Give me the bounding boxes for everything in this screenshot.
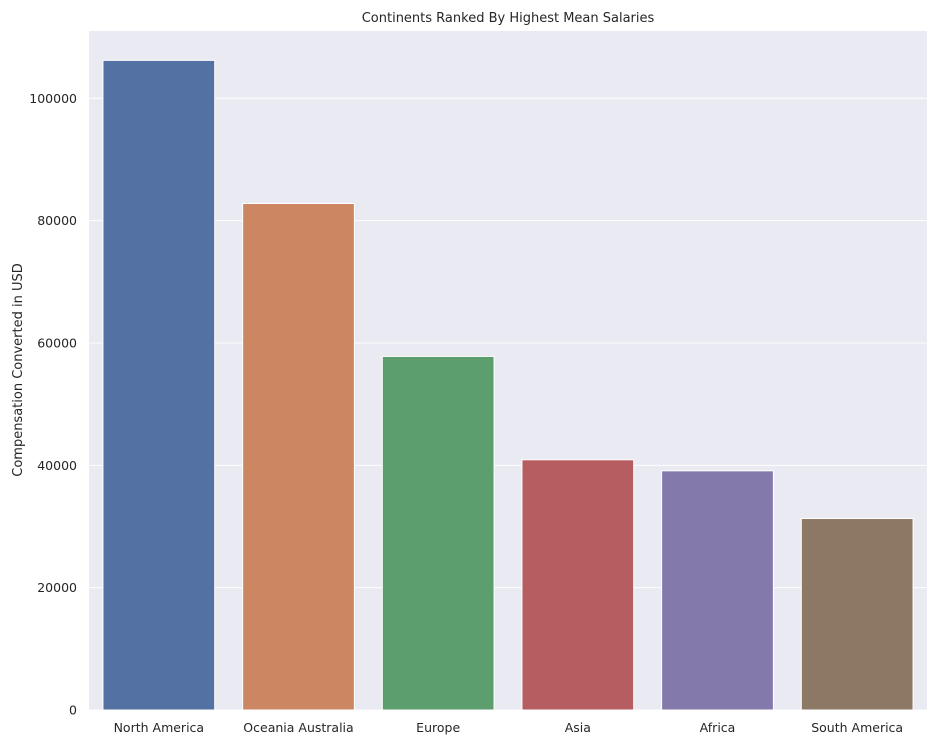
bar-europe (381, 355, 495, 711)
plot-area (89, 31, 927, 710)
y-tick-label: 0 (69, 703, 77, 718)
x-tick-label: North America (114, 720, 205, 735)
y-axis-ticks: 0 20000 40000 60000 80000 100000 (29, 91, 77, 718)
y-axis-label: Compensation Converted in USD (11, 263, 26, 477)
chart-title: Continents Ranked By Highest Mean Salari… (362, 11, 655, 26)
x-axis-ticks: North America Oceania Australia Europe Asia… (114, 720, 904, 735)
bar-south-america (800, 518, 914, 711)
bar-asia (521, 459, 635, 711)
y-tick-label: 40000 (37, 458, 77, 473)
y-tick-label: 100000 (29, 91, 77, 106)
x-tick-label: Europe (416, 720, 460, 735)
y-tick-label: 80000 (37, 213, 77, 228)
y-tick-label: 60000 (37, 335, 77, 350)
bar-oceania-australia (242, 203, 355, 711)
bar-north-america (102, 59, 216, 711)
y-tick-label: 20000 (37, 580, 77, 595)
bars (102, 59, 914, 711)
x-tick-label: Africa (700, 720, 736, 735)
x-tick-label: Oceania Australia (243, 720, 353, 735)
grid-lines (89, 97, 927, 711)
bar-africa (661, 470, 774, 711)
x-tick-label: South America (811, 720, 903, 735)
x-tick-label: Asia (565, 720, 591, 735)
